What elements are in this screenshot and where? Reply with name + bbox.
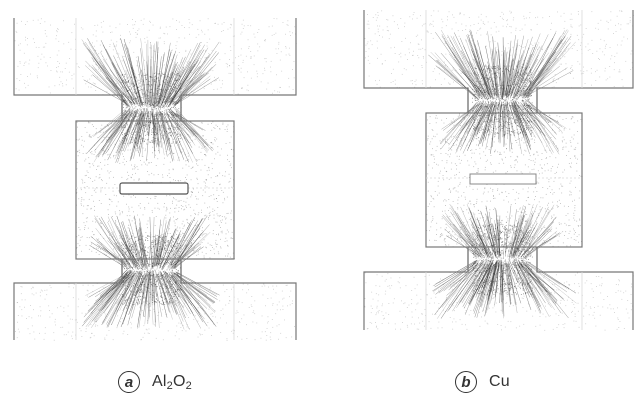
bottom-electrode-a	[13, 259, 297, 340]
material-label-b: Cu	[489, 373, 510, 390]
top-electrode-b	[363, 10, 634, 113]
grid-lines-a	[75, 18, 235, 340]
middle-block-a	[75, 120, 235, 260]
middle-block-b	[425, 112, 583, 248]
panel-letter-a: a	[118, 371, 140, 393]
panel-letter-b: b	[455, 371, 477, 393]
particles-b	[364, 10, 634, 331]
top-electrode-a	[13, 18, 297, 120]
caption-a: a Al2O2	[118, 371, 192, 393]
geometry-a	[13, 18, 297, 340]
specimen-b	[469, 173, 537, 185]
particles-a	[14, 18, 297, 341]
specimen-a	[119, 182, 189, 195]
geometry-b	[363, 10, 634, 330]
material-label-a: Al2O2	[152, 372, 192, 392]
caption-b: b Cu	[455, 371, 510, 393]
field-diagram-a	[13, 18, 297, 341]
field-diagram-b	[363, 10, 634, 331]
